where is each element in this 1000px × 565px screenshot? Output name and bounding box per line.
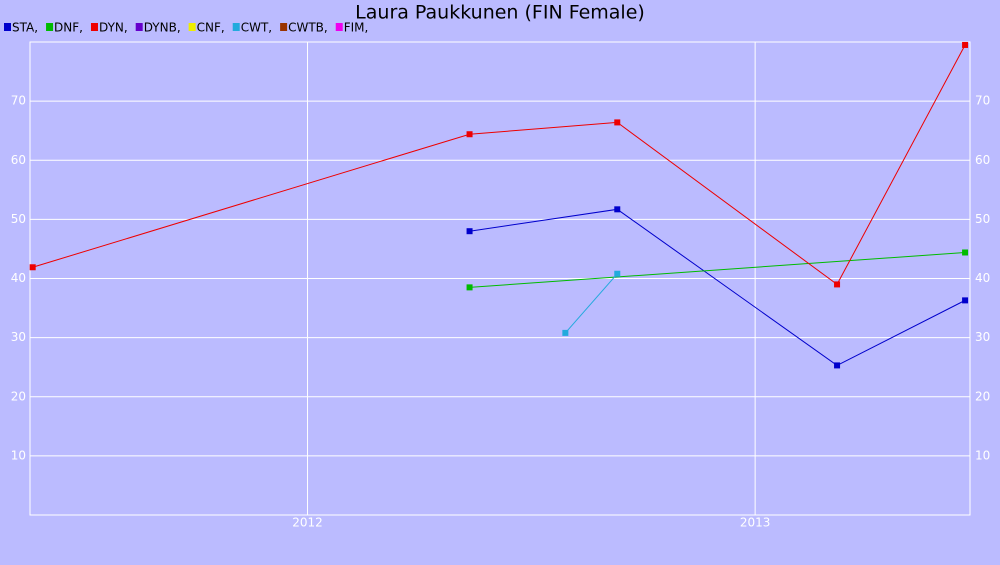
- chart-title: Laura Paukkunen (FIN Female): [355, 2, 645, 24]
- y-tick-label: 10: [11, 448, 26, 462]
- legend-label: DYN,: [99, 21, 128, 35]
- point: [466, 228, 473, 235]
- y-tick-label: 60: [11, 153, 26, 167]
- legend-label: CNF,: [197, 21, 225, 35]
- legend-swatch: [280, 23, 288, 31]
- point: [614, 270, 621, 277]
- series-line: [469, 251, 966, 288]
- point: [29, 264, 36, 271]
- legend-label: DYNB,: [144, 21, 181, 35]
- legend-swatch: [135, 23, 143, 31]
- point: [614, 119, 621, 126]
- point: [962, 41, 969, 48]
- x-tick-label: 2013: [740, 516, 771, 530]
- legend-label: STA,: [12, 21, 38, 35]
- y-tick-label-right: 20: [975, 389, 990, 403]
- y-tick-label: 30: [11, 330, 26, 344]
- legend-label: FIM,: [344, 21, 369, 35]
- series-line: [564, 273, 618, 334]
- legend-swatch: [4, 23, 11, 31]
- series-line: [469, 208, 966, 366]
- y-tick-label-right: 10: [975, 448, 990, 462]
- y-tick-label: 50: [11, 212, 26, 226]
- y-tick-label: 20: [11, 389, 26, 403]
- y-tick-label-right: 70: [975, 94, 990, 108]
- y-tick-label-right: 60: [975, 153, 990, 167]
- point: [834, 362, 841, 369]
- point: [562, 329, 569, 336]
- x-tick-label: 2012: [292, 516, 323, 530]
- y-tick-label-right: 30: [975, 330, 990, 344]
- y-tick-label-right: 40: [975, 271, 990, 285]
- point: [614, 206, 621, 213]
- legend-swatch: [232, 23, 240, 31]
- point: [962, 249, 969, 256]
- y-tick-label-right: 50: [975, 212, 990, 226]
- point: [834, 281, 841, 288]
- legend-swatch: [188, 23, 196, 31]
- point: [466, 131, 473, 138]
- legend-label: CWTB,: [288, 21, 328, 35]
- legend-label: CWT,: [241, 21, 272, 35]
- y-tick-label: 70: [11, 94, 26, 108]
- legend-swatch: [46, 23, 54, 31]
- legend-label: DNF,: [54, 21, 83, 35]
- legend-swatch: [90, 23, 98, 31]
- y-tick-label: 40: [11, 271, 26, 285]
- point: [466, 284, 473, 291]
- legend-swatch: [335, 23, 343, 31]
- point: [962, 297, 969, 304]
